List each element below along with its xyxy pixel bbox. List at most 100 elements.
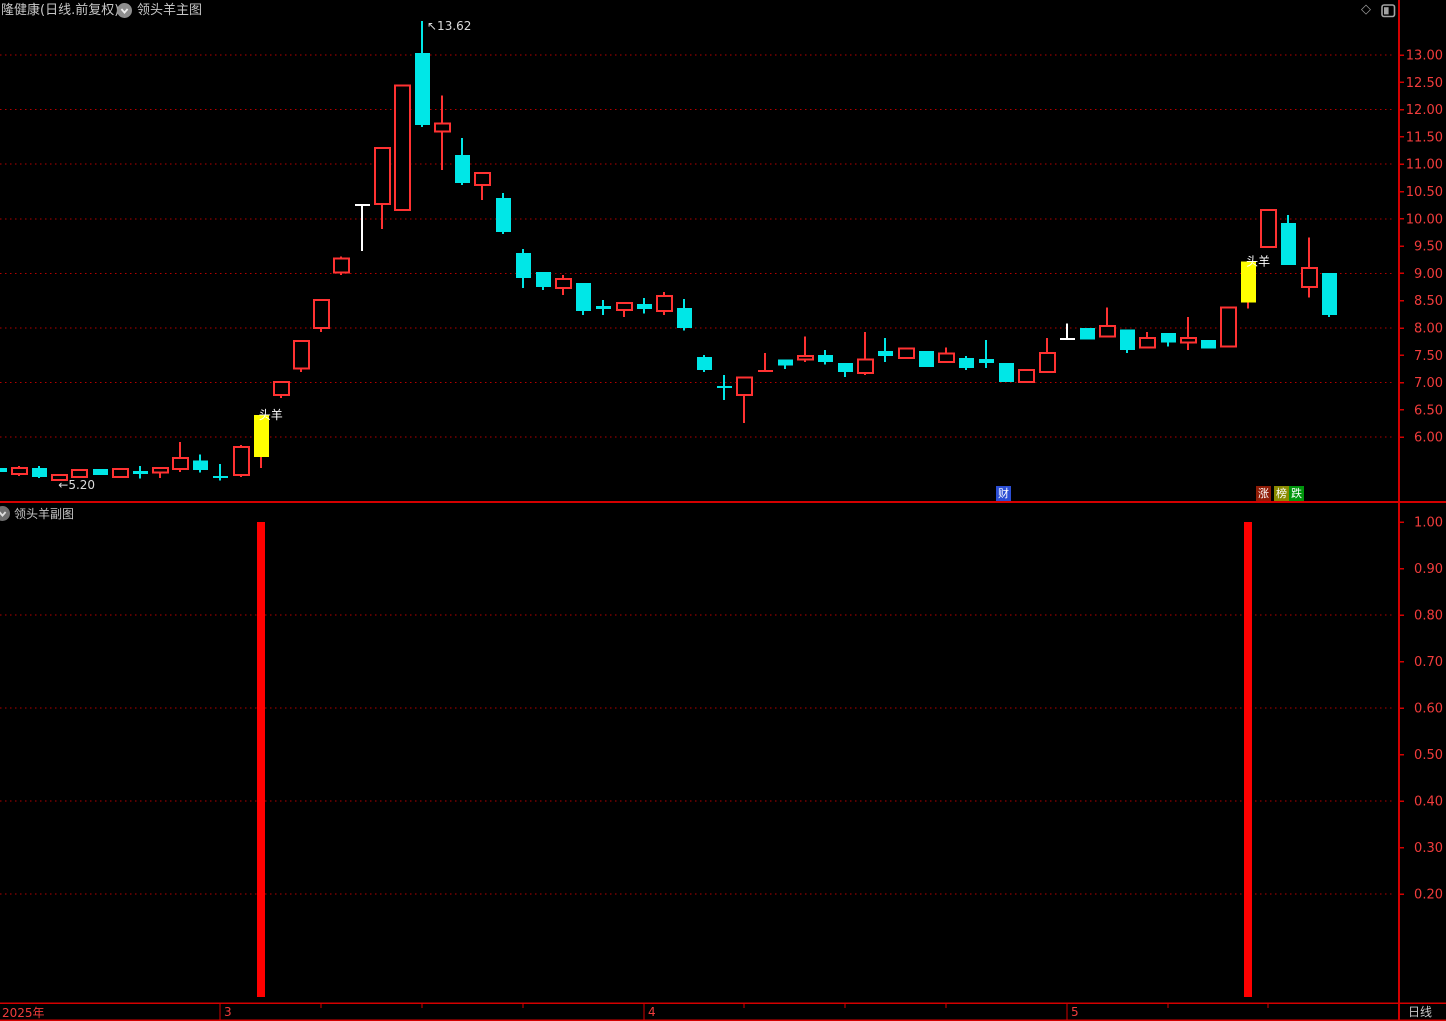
candle-body-up (474, 171, 491, 186)
sub-tick-label: 0.80 (1414, 609, 1443, 624)
sub-indicator-label[interactable]: 领头羊副图 (14, 507, 75, 521)
candle-body-down (536, 271, 551, 288)
sub-tick-label: 0.20 (1414, 888, 1443, 903)
month-label: 4 (648, 1005, 656, 1019)
candle-body-down (919, 350, 934, 367)
month-label: 3 (224, 1005, 232, 1019)
candle-body-up (172, 456, 189, 470)
candle-body-up (616, 301, 633, 311)
sub-tick-label: 0.70 (1414, 655, 1443, 670)
candle-body-down (516, 253, 531, 278)
candle-body-up (51, 473, 68, 481)
candle-body-down (1120, 329, 1135, 350)
candle-body-down (0, 467, 7, 473)
candle-body-up (736, 376, 753, 397)
candle-body-leader (254, 414, 269, 457)
candle-body-down (415, 52, 430, 125)
candle-body-up (112, 467, 129, 479)
candle-body-down (979, 359, 994, 363)
candle-body-down (213, 475, 228, 478)
candle-body-up (333, 257, 350, 274)
window-icon[interactable] (1381, 3, 1396, 22)
signal-bar (1244, 522, 1253, 997)
price-tick-label: 6.00 (1414, 431, 1443, 446)
candle-body-up (1301, 266, 1318, 289)
candle-body-up (1260, 209, 1277, 249)
period-label[interactable]: 日线 (1408, 1005, 1433, 1019)
candle-body-up (1139, 336, 1156, 349)
sub-tick-label: 0.90 (1414, 562, 1443, 577)
candle-body-up (11, 466, 28, 475)
candle-body-down (1201, 340, 1216, 349)
candle-body-up (273, 381, 290, 397)
candle-body-up (233, 446, 250, 476)
price-tick-label: 7.50 (1414, 349, 1443, 364)
candle-body-down (838, 362, 853, 373)
candle-body-down (677, 307, 692, 328)
price-tick-label: 12.50 (1406, 76, 1443, 91)
candle-body-down (576, 283, 591, 312)
x-axis-year-label: 2025年 (2, 1006, 45, 1020)
price-tick-label: 10.50 (1406, 185, 1443, 200)
candle-body-down (999, 362, 1014, 383)
candle-body-down (193, 460, 208, 470)
candle-body-down (133, 471, 148, 474)
event-tag[interactable]: 财 (996, 486, 1011, 501)
candle-body-down (455, 154, 470, 183)
candle-body-special (1060, 337, 1075, 340)
candle-body-down (596, 306, 611, 309)
candle-body-up (1099, 324, 1116, 338)
candle-body-up (313, 299, 330, 329)
chevron-down-icon[interactable] (117, 3, 132, 18)
high-annotation: ↖13.62 (427, 19, 471, 33)
candle-body-down (878, 350, 893, 356)
candle-body-up (857, 358, 874, 374)
candle-body-down (959, 358, 974, 368)
price-tick-label: 13.00 (1406, 49, 1443, 64)
main-indicator-label[interactable]: 领头羊主图 (137, 3, 203, 18)
candle-body-up (1180, 336, 1197, 344)
candle-body-up (1220, 306, 1237, 348)
candle-body-down (496, 198, 511, 232)
candle-body-up (71, 468, 88, 479)
event-tag[interactable]: 跌 (1289, 486, 1304, 501)
event-tag[interactable]: 涨 (1256, 486, 1271, 501)
candle-body-leader (1241, 261, 1256, 303)
candle-body-down (778, 359, 793, 366)
candle-body-up (938, 352, 955, 363)
stock-title: 隆健康(日线.前复权) (1, 3, 120, 18)
candle-body-up (152, 466, 169, 474)
price-tick-label: 9.50 (1414, 240, 1443, 255)
candle-body-down (818, 354, 833, 362)
sub-tick-label: 0.60 (1414, 702, 1443, 717)
leader-marker-label: 头羊 (259, 407, 283, 422)
chevron-down-icon[interactable] (0, 506, 10, 521)
price-tick-label: 6.50 (1414, 403, 1443, 418)
candle-body-up (1018, 369, 1035, 384)
candle-body-up (434, 122, 451, 133)
low-annotation: ←5.20 (58, 478, 95, 492)
candle-body-up (656, 294, 673, 313)
price-tick-label: 8.00 (1414, 322, 1443, 337)
month-label: 5 (1071, 1005, 1079, 1019)
price-tick-label: 9.00 (1414, 267, 1443, 282)
candle-body-up (293, 340, 310, 370)
candle-body-down (697, 356, 712, 371)
signal-bar (256, 522, 265, 997)
candle-body-down (1281, 223, 1296, 266)
price-tick-label: 8.50 (1414, 294, 1443, 309)
candle-body-down (637, 303, 652, 309)
candle-body-down (1161, 332, 1176, 343)
candle-body-up (797, 354, 814, 361)
candle-body-up (394, 84, 411, 212)
sub-tick-label: 0.30 (1414, 841, 1443, 856)
sub-tick-label: 0.40 (1414, 795, 1443, 810)
candle-body-up (555, 277, 572, 290)
price-tick-label: 11.00 (1406, 158, 1443, 173)
price-tick-label: 12.00 (1406, 103, 1443, 118)
candle-body-down (32, 467, 47, 478)
event-tag[interactable]: 榜 (1274, 486, 1289, 501)
diamond-icon[interactable]: ◇ (1361, 2, 1371, 17)
